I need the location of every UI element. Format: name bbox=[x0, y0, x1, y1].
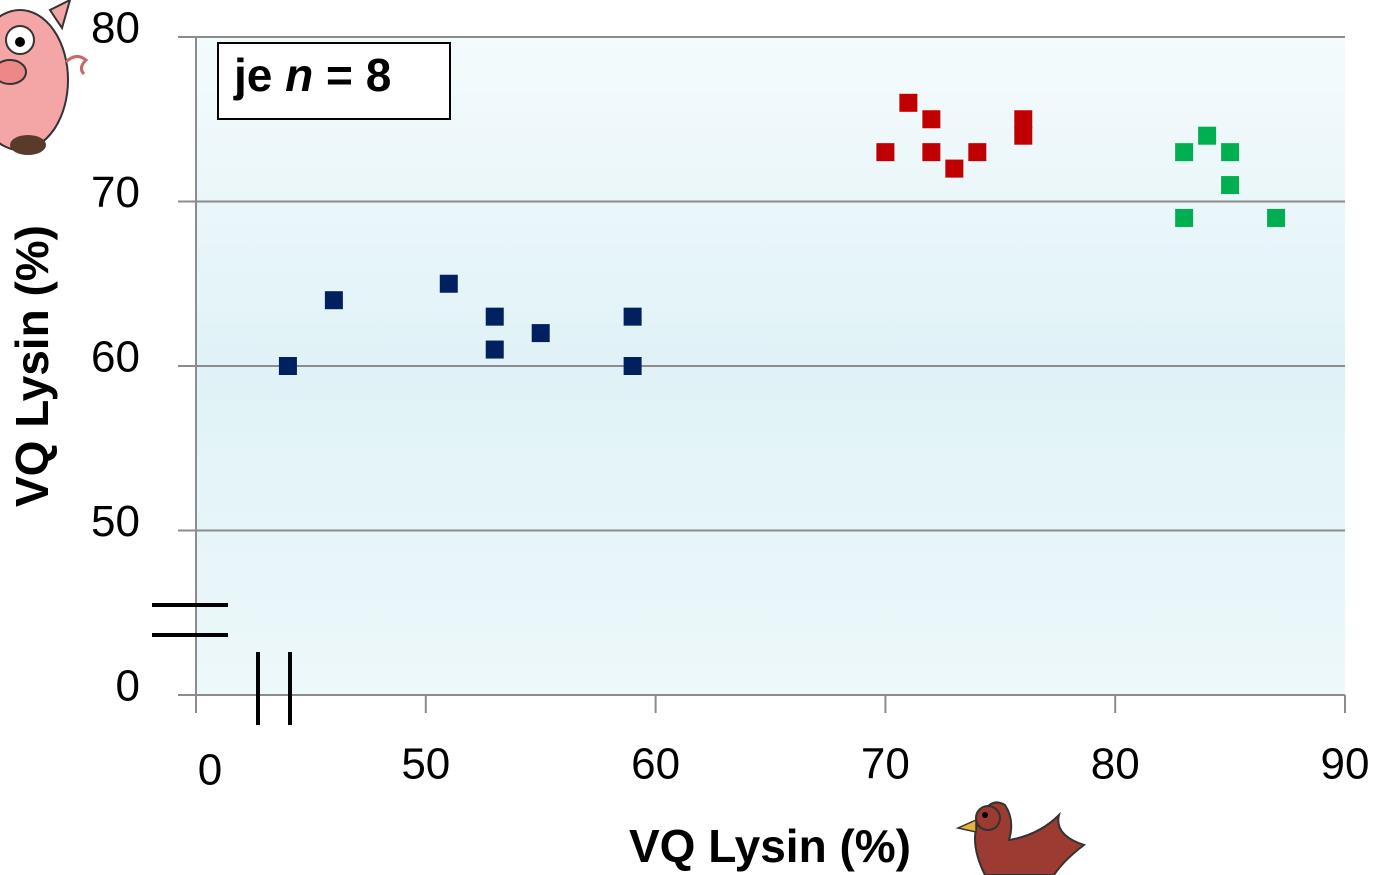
point bbox=[1014, 127, 1032, 145]
chart: je n = 8 VQ Lysin (%) VQ Lysin (%) 0 50 60… bbox=[0, 0, 1375, 875]
x-tick-label: 90 bbox=[1321, 740, 1370, 789]
point bbox=[1175, 209, 1193, 227]
y-tick-label: 70 bbox=[91, 168, 140, 217]
x-tick-label: 50 bbox=[401, 740, 450, 789]
point bbox=[922, 110, 940, 128]
y-tick-label: 80 bbox=[91, 4, 140, 53]
point bbox=[486, 341, 504, 359]
x-tick-label: 80 bbox=[1091, 740, 1140, 789]
point bbox=[325, 291, 343, 309]
point bbox=[1267, 209, 1285, 227]
y-tick-label: 60 bbox=[91, 333, 140, 382]
point bbox=[899, 94, 917, 112]
point bbox=[624, 357, 642, 375]
x-axis-title: VQ Lysin (%) bbox=[629, 820, 911, 872]
x-tick-label: 70 bbox=[861, 740, 910, 789]
annotation-part: = 8 bbox=[313, 49, 391, 101]
point bbox=[945, 160, 963, 178]
x-tick-label: 0 bbox=[198, 746, 222, 795]
point bbox=[1198, 127, 1216, 145]
point bbox=[624, 308, 642, 326]
point bbox=[968, 143, 986, 161]
point bbox=[440, 275, 458, 293]
point bbox=[922, 143, 940, 161]
point bbox=[1221, 176, 1239, 194]
annotation-part: n bbox=[285, 49, 313, 101]
x-tick-label: 60 bbox=[631, 740, 680, 789]
point bbox=[1014, 110, 1032, 128]
point bbox=[486, 308, 504, 326]
chicken-icon bbox=[958, 802, 1084, 875]
point bbox=[876, 143, 894, 161]
point bbox=[1175, 143, 1193, 161]
annotation: je n = 8 bbox=[233, 49, 391, 101]
point bbox=[532, 324, 550, 342]
point bbox=[279, 357, 297, 375]
page: {"chart_data": {"type": "scatter", "x_la… bbox=[0, 0, 1375, 875]
annotation-part: je bbox=[233, 49, 285, 101]
point bbox=[1221, 143, 1239, 161]
pig-icon bbox=[0, 0, 86, 155]
y-axis-title: VQ Lysin (%) bbox=[6, 225, 58, 507]
y-tick-label: 50 bbox=[91, 497, 140, 546]
y-tick-label: 0 bbox=[116, 662, 140, 711]
